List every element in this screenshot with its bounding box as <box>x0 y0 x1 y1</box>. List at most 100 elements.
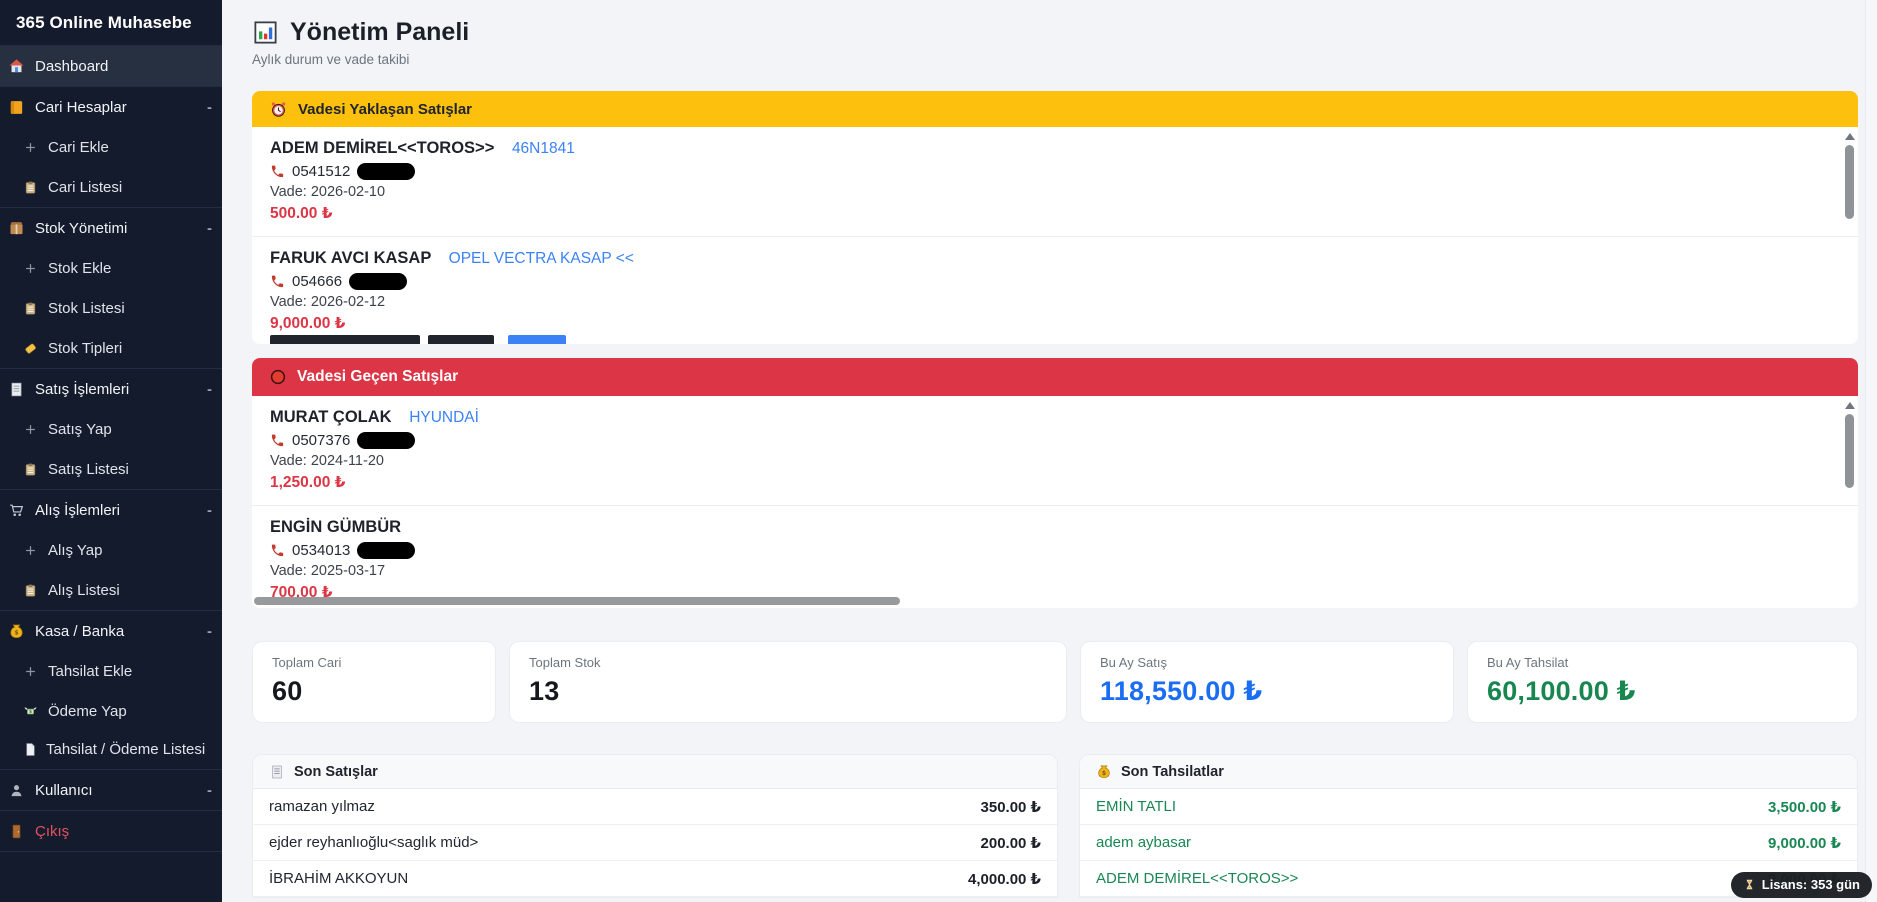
hourglass-icon <box>1743 878 1756 891</box>
customer-name: ejder reyhanlıoğlu<saglık müd> <box>269 834 479 851</box>
money-with-wings-icon <box>23 704 38 719</box>
stat-value: 60 <box>272 676 303 706</box>
upcoming-due-list[interactable]: ADEM DEMİREL<<TOROS>> 46N1841 0541512 Va… <box>252 127 1858 344</box>
scrollbar-thumb[interactable] <box>1845 145 1854 219</box>
due-amount: 500.00 ₺ <box>270 205 333 222</box>
divider <box>0 769 222 770</box>
sidebar-item-stok-listesi[interactable]: Stok Listesi <box>0 288 222 328</box>
plus-icon <box>23 664 38 679</box>
sidebar-item-label: Stok Tipleri <box>48 339 123 357</box>
table-title: Son Satışlar <box>294 763 378 780</box>
upcoming-due-panel: Vadesi Yaklaşan Satışlar ADEM DEMİREL<<T… <box>252 91 1858 344</box>
money-bag-icon <box>1096 764 1112 780</box>
stat-label: Toplam Cari <box>272 655 342 670</box>
horizontal-scrollbar-thumb[interactable] <box>254 597 900 605</box>
divider <box>0 207 222 208</box>
clipboard-icon <box>23 583 38 598</box>
stat-card-bu-ay-satis: Bu Ay Satış 118,550.00 ₺ <box>1080 641 1454 723</box>
page-scrollbar[interactable] <box>1865 0 1877 902</box>
sidebar-item-stok-ekle[interactable]: Stok Ekle <box>0 248 222 288</box>
divider <box>0 86 222 87</box>
due-label: Vade: <box>270 184 307 200</box>
table-row[interactable]: ejder reyhanlıoğlu<saglık müd> 200.00 ₺ <box>253 825 1057 861</box>
sidebar-section-kasa-banka[interactable]: Kasa / Banka - <box>0 611 222 651</box>
due-label: Vade: <box>270 294 307 310</box>
stats-row: Toplam Cari 60 Toplam Stok 13 Bu Ay Satı… <box>252 641 1858 723</box>
sidebar-item-alis-yap[interactable]: Alış Yap <box>0 530 222 570</box>
scrollbar-thumb[interactable] <box>1845 414 1854 488</box>
package-icon <box>8 220 25 237</box>
sidebar-item-odeme-yap[interactable]: Ödeme Yap <box>0 691 222 731</box>
red-circle-icon <box>269 368 287 386</box>
document-icon <box>23 742 38 757</box>
sidebar-item-satis-listesi[interactable]: Satış Listesi <box>0 449 222 489</box>
sidebar-section-stok-yonetimi[interactable]: Stok Yönetimi - <box>0 208 222 248</box>
sidebar-item-tahsilat-odeme-listesi[interactable]: Tahsilat / Ödeme Listesi <box>0 731 222 769</box>
customer-name: ramazan yılmaz <box>269 798 375 815</box>
overdue-list[interactable]: MURAT ÇOLAK HYUNDAİ 0507376 Vade: 2024-1… <box>252 396 1858 608</box>
phone-number: 0534013 <box>292 542 351 559</box>
sidebar-item-label: Stok Listesi <box>48 299 125 317</box>
sidebar-section-cari-hesaplar[interactable]: Cari Hesaplar - <box>0 87 222 127</box>
recent-collections-header: Son Tahsilatlar <box>1080 755 1857 789</box>
divider <box>0 368 222 369</box>
stat-card-toplam-cari: Toplam Cari 60 <box>252 641 496 723</box>
receipt-icon <box>8 381 25 398</box>
sidebar-section-kullanici[interactable]: Kullanıcı - <box>0 770 222 810</box>
scroll-up-arrow-icon[interactable] <box>1844 133 1855 140</box>
sidebar-item-alis-listesi[interactable]: Alış Listesi <box>0 570 222 610</box>
phone-icon <box>270 433 285 448</box>
collapse-indicator-icon: - <box>207 380 212 398</box>
stat-label: Toplam Stok <box>529 655 601 670</box>
sidebar-item-dashboard[interactable]: Dashboard <box>0 46 222 86</box>
sidebar-section-satis-islemleri[interactable]: Satış İşlemleri - <box>0 369 222 409</box>
plus-icon <box>23 261 38 276</box>
plus-icon <box>23 140 38 155</box>
table-row[interactable]: ramazan yılmaz 350.00 ₺ <box>253 789 1057 825</box>
table-row[interactable]: İBRAHİM AKKOYUN 4,000.00 ₺ <box>253 861 1057 897</box>
vehicle-link[interactable]: OPEL VECTRA KASAP << <box>448 250 634 267</box>
table-row[interactable]: adem aybasar 9,000.00 ₺ <box>1080 825 1857 861</box>
plus-icon <box>23 422 38 437</box>
bar-chart-icon <box>252 19 279 46</box>
partially-visible-list-item <box>270 335 1838 344</box>
home-icon <box>8 58 25 75</box>
scroll-up-arrow-icon[interactable] <box>1844 402 1855 409</box>
sidebar-item-label: Satış Yap <box>48 420 112 438</box>
vertical-scrollbar[interactable] <box>1843 400 1856 602</box>
sale-amount: 350.00 ₺ <box>980 798 1041 816</box>
stat-card-bu-ay-tahsilat: Bu Ay Tahsilat 60,100.00 ₺ <box>1467 641 1858 723</box>
upcoming-due-panel-header: Vadesi Yaklaşan Satışlar <box>252 91 1858 127</box>
due-amount: 700.00 ₺ <box>270 584 333 601</box>
sidebar-section-alis-islemleri[interactable]: Alış İşlemleri - <box>0 490 222 530</box>
alarm-clock-icon <box>269 100 288 119</box>
table-row[interactable]: EMİN TATLI 3,500.00 ₺ <box>1080 789 1857 825</box>
door-icon <box>8 823 25 840</box>
divider <box>0 45 222 46</box>
vehicle-link[interactable]: HYUNDAİ <box>409 409 479 426</box>
panel-title: Vadesi Yaklaşan Satışlar <box>298 100 473 118</box>
sidebar-section-label: Cari Hesaplar <box>35 98 127 116</box>
panel-title: Vadesi Geçen Satışlar <box>297 368 459 385</box>
stat-label: Bu Ay Satış <box>1100 655 1167 670</box>
customer-name: EMİN TATLI <box>1096 798 1177 815</box>
collapse-indicator-icon: - <box>207 98 212 116</box>
sidebar-item-stok-tipleri[interactable]: Stok Tipleri <box>0 328 222 368</box>
sidebar-item-cari-listesi[interactable]: Cari Listesi <box>0 167 222 207</box>
sidebar-item-tahsilat-ekle[interactable]: Tahsilat Ekle <box>0 651 222 691</box>
money-bag-icon <box>8 623 25 640</box>
recent-sales-header: Son Satışlar <box>253 755 1057 789</box>
phone-number: 0507376 <box>292 432 351 449</box>
list-item: FARUK AVCI KASAP OPEL VECTRA KASAP << 05… <box>252 237 1858 344</box>
sidebar-item-label: Çıkış <box>35 822 70 840</box>
due-amount: 1,250.00 ₺ <box>270 474 346 491</box>
divider <box>0 851 222 852</box>
redaction-blob <box>349 273 408 290</box>
vertical-scrollbar[interactable] <box>1843 131 1856 338</box>
sidebar-item-cikis[interactable]: Çıkış <box>0 811 222 851</box>
sidebar-item-satis-yap[interactable]: Satış Yap <box>0 409 222 449</box>
customer-name: FARUK AVCI KASAP <box>270 249 432 267</box>
vehicle-link[interactable]: 46N1841 <box>511 140 575 157</box>
page-title: Yönetim Paneli <box>290 18 470 46</box>
sidebar-item-cari-ekle[interactable]: Cari Ekle <box>0 127 222 167</box>
